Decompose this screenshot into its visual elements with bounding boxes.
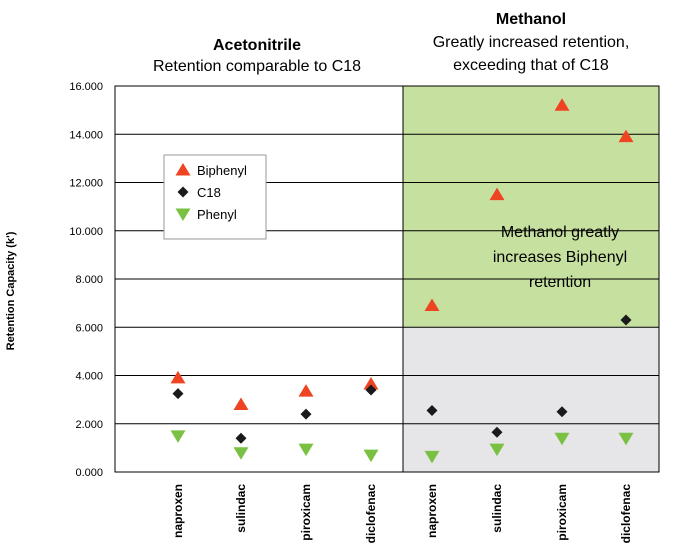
legend-biphenyl-marker [175, 163, 191, 176]
c18-point [491, 426, 503, 438]
biphenyl-point [554, 98, 570, 111]
y-tick-label: 8.000 [75, 274, 103, 286]
biphenyl-point [424, 298, 440, 312]
c18-point [235, 432, 247, 444]
legend-c18-label: C18 [197, 185, 221, 200]
c18-point [365, 384, 377, 396]
biphenyl-point [489, 187, 505, 201]
phenyl-point [554, 432, 570, 446]
methanol-subtitle-line-2: exceeding that of C18 [453, 57, 609, 74]
legend-phenyl-marker [175, 208, 191, 221]
biphenyl-point [298, 384, 314, 397]
phenyl-point [424, 450, 440, 464]
y-tick-label: 10.000 [69, 226, 103, 238]
x-tick-label: diclofenac [364, 484, 378, 544]
c18-point [172, 388, 184, 400]
biphenyl-point [363, 376, 379, 390]
y-tick-label: 0.000 [75, 467, 103, 479]
phenyl-point [170, 430, 186, 443]
legend-biphenyl-label: Biphenyl [197, 163, 247, 178]
x-tick-label: piroxicam [299, 484, 313, 541]
x-tick-label: diclofenac [619, 484, 633, 544]
phenyl-point [363, 449, 379, 463]
y-tick-label: 4.000 [75, 371, 103, 383]
annotation-line-1: Methanol greatly [501, 224, 619, 241]
y-axis-ticks: 0.000 2.000 4.000 6.000 8.000 10.000 12.000 14.… [69, 81, 103, 479]
c18-point [426, 404, 438, 416]
x-tick-label: sulindac [490, 484, 504, 533]
x-tick-label: sulindac [234, 484, 248, 533]
plot-border [114, 85, 660, 473]
legend-c18-marker [177, 186, 189, 198]
legend: Biphenyl C18 Phenyl [163, 154, 267, 240]
data-points [170, 98, 634, 464]
y-tick-label: 12.000 [69, 178, 103, 190]
y-axis-label: Retention Capacity (k') [5, 231, 17, 350]
x-tick-label: naproxen [425, 484, 439, 538]
annotation-line-3: retention [529, 274, 591, 291]
y-tick-label: 2.000 [75, 419, 103, 431]
acetonitrile-title: Acetonitrile [213, 37, 301, 54]
y-tick-label: 14.000 [69, 129, 103, 141]
c18-point [556, 406, 568, 418]
biphenyl-point [170, 370, 186, 384]
x-axis-ticks: naproxen sulindac piroxicam diclofenac napro… [171, 484, 633, 544]
y-tick-label: 6.000 [75, 322, 103, 334]
y-tick-label: 16.000 [69, 81, 103, 93]
legend-phenyl-label: Phenyl [197, 207, 237, 222]
c18-point [300, 408, 312, 420]
phenyl-point [618, 432, 634, 446]
annotation-line-2: increases Biphenyl [493, 249, 627, 266]
biphenyl-point [618, 129, 634, 143]
phenyl-point [233, 447, 249, 460]
methanol-high-retention-region [403, 86, 659, 328]
methanol-subtitle-line-1: Greatly increased retention, [433, 34, 630, 51]
phenyl-point [489, 443, 505, 457]
phenyl-point [298, 443, 314, 457]
c18-point [620, 314, 632, 326]
methanol-title: Methanol [496, 11, 566, 28]
x-tick-label: naproxen [171, 484, 185, 538]
methanol-low-retention-region [403, 327, 659, 472]
acetonitrile-subtitle: Retention comparable to C18 [153, 58, 361, 75]
x-tick-label: piroxicam [555, 484, 569, 541]
biphenyl-point [233, 397, 249, 410]
